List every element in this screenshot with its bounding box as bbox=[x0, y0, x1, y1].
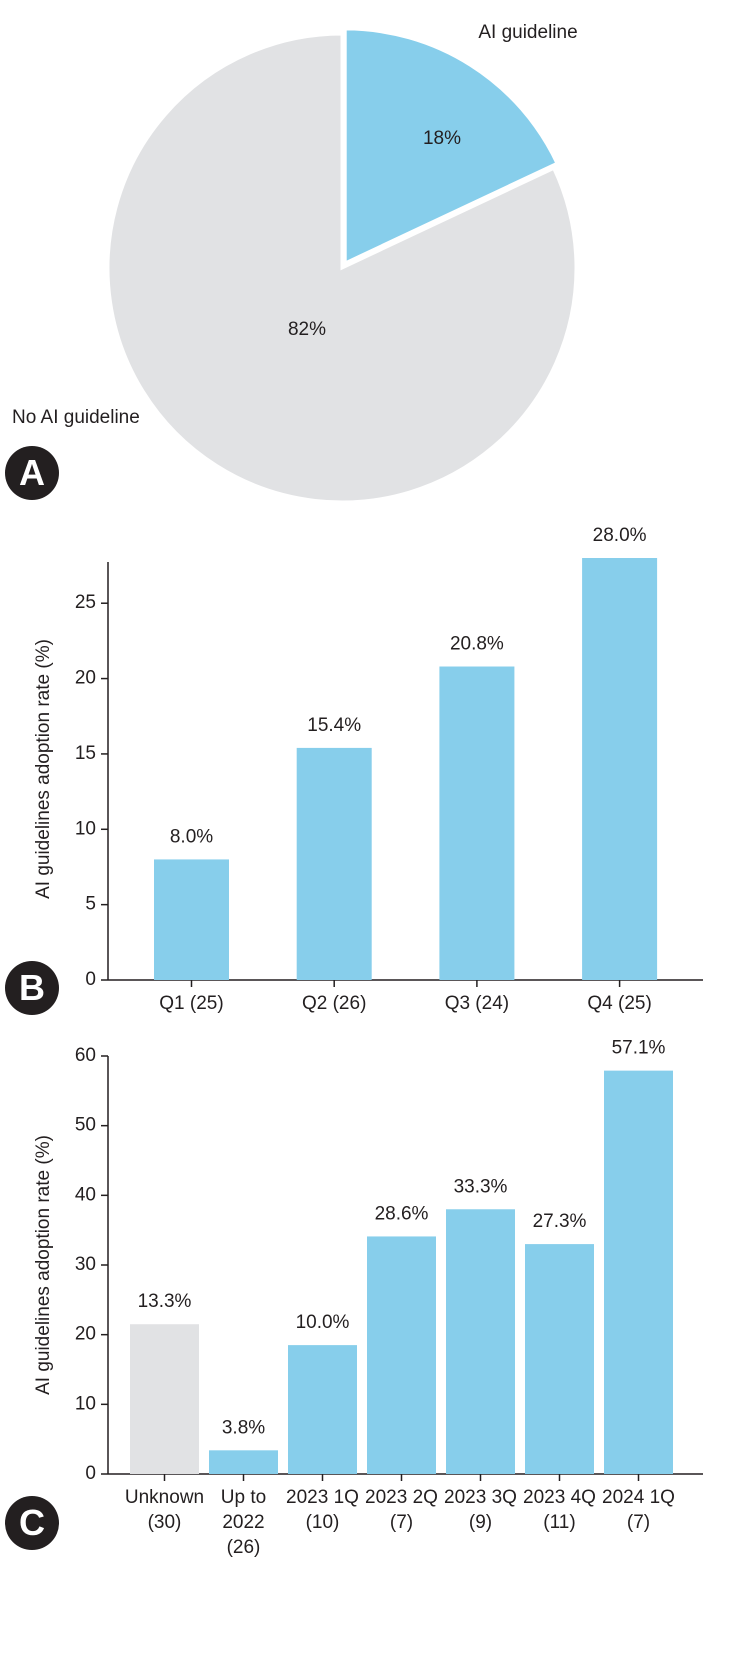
bar-data-label-2: 15.4% bbox=[307, 715, 361, 736]
bar-data-label-1: 13.3% bbox=[138, 1291, 192, 1312]
bar-2 bbox=[209, 1450, 278, 1474]
pie-value-label-1: 18% bbox=[423, 128, 461, 149]
y-tick-label-1: 10 bbox=[75, 1393, 96, 1414]
pie-slice-1 bbox=[343, 27, 559, 266]
pie-slice-2 bbox=[106, 32, 578, 504]
y-tick-label-1: 5 bbox=[85, 894, 96, 915]
pie-slice-label-1: AI guideline bbox=[478, 22, 577, 43]
pie-chart: 18% AI guideline 82% No AI guideline bbox=[12, 22, 578, 504]
bar-chart-quarterly: 0 5 10 15 20 25 AI guidelines adoption rate (%… bbox=[33, 525, 703, 1014]
y-tick-label-2: 20 bbox=[75, 1324, 96, 1345]
x-tick-label-1-1: 2022 bbox=[222, 1512, 264, 1533]
x-tick-label-3-1: (7) bbox=[390, 1512, 413, 1533]
x-tick-label-0-1: (30) bbox=[148, 1512, 182, 1533]
x-tick-label-4-1: (9) bbox=[469, 1512, 492, 1533]
x-tick-label-6-0: 2024 1Q bbox=[602, 1487, 675, 1508]
x-tick-label-3-0: 2023 2Q bbox=[365, 1487, 438, 1508]
bar-data-label-4: 28.0% bbox=[593, 525, 647, 546]
pie-slice-label-2: No AI guideline bbox=[12, 407, 140, 428]
y-tick-label-0: 0 bbox=[85, 1463, 96, 1484]
panel-a: 18% AI guideline 82% No AI guideline A bbox=[0, 0, 755, 510]
y-tick-label-2: 10 bbox=[75, 818, 96, 839]
bar-data-label-1: 8.0% bbox=[170, 826, 213, 847]
x-tick-label-6-1: (7) bbox=[627, 1512, 650, 1533]
bar-data-label-3: 10.0% bbox=[296, 1312, 350, 1333]
bar-4 bbox=[367, 1236, 436, 1474]
y-tick-label-5: 50 bbox=[75, 1115, 96, 1136]
x-tick-label-2-1: (10) bbox=[306, 1512, 340, 1533]
bar-4 bbox=[582, 558, 658, 980]
x-tick-label-1-0: Up to bbox=[221, 1487, 266, 1508]
bar-1 bbox=[154, 859, 229, 980]
y-tick-label-4: 40 bbox=[75, 1184, 96, 1205]
x-tick-label-1-0: Q2 (26) bbox=[302, 993, 366, 1014]
x-tick-label-1-2: (26) bbox=[227, 1537, 261, 1558]
bar-data-label-3: 20.8% bbox=[450, 634, 504, 655]
panel-label-a: A bbox=[5, 446, 59, 500]
panel-label-b: B bbox=[5, 961, 59, 1015]
bar-1 bbox=[130, 1324, 199, 1474]
x-tick-label-0-0: Unknown bbox=[125, 1487, 204, 1508]
bar-data-label-5: 33.3% bbox=[454, 1176, 508, 1197]
y-tick-label-5: 25 bbox=[75, 592, 96, 613]
x-tick-label-0-0: Q1 (25) bbox=[159, 993, 223, 1014]
x-tick-label-3-0: Q4 (25) bbox=[587, 993, 651, 1014]
bar-data-label-2: 3.8% bbox=[222, 1417, 265, 1438]
bar-data-label-7: 57.1% bbox=[612, 1038, 666, 1059]
pie-value-label-2: 82% bbox=[288, 319, 326, 340]
panel-label-c: C bbox=[5, 1496, 59, 1550]
bar-7 bbox=[604, 1070, 673, 1474]
bar-2 bbox=[296, 747, 372, 980]
panel-c: 0 10 20 30 40 50 60 AI guidelines adoption rate… bbox=[0, 1030, 755, 1664]
x-tick-label-2-0: 2023 1Q bbox=[286, 1487, 359, 1508]
x-tick-label-5-1: (11) bbox=[543, 1512, 575, 1533]
bar-3 bbox=[439, 666, 515, 980]
bar-6 bbox=[525, 1244, 594, 1474]
x-tick-label-5-0: 2023 4Q bbox=[523, 1487, 596, 1508]
y-tick-label-0: 0 bbox=[85, 969, 96, 990]
bar-data-label-4: 28.6% bbox=[375, 1203, 429, 1224]
bar-3 bbox=[288, 1345, 357, 1474]
y-axis-label: AI guidelines adoption rate (%) bbox=[33, 639, 54, 899]
x-tick-label-2-0: Q3 (24) bbox=[445, 993, 509, 1014]
y-tick-label-3: 30 bbox=[75, 1254, 96, 1275]
bar-chart-period: 0 10 20 30 40 50 60 AI guidelines adoption rate… bbox=[33, 1038, 703, 1558]
y-tick-label-6: 60 bbox=[75, 1045, 96, 1066]
panel-b: 0 5 10 15 20 25 AI guidelines adoption rate (%… bbox=[0, 510, 755, 1030]
bar-5 bbox=[446, 1209, 515, 1474]
x-tick-label-4-0: 2023 3Q bbox=[444, 1487, 517, 1508]
y-axis-label: AI guidelines adoption rate (%) bbox=[33, 1135, 54, 1395]
bar-data-label-6: 27.3% bbox=[533, 1211, 587, 1232]
y-tick-label-3: 15 bbox=[75, 743, 96, 764]
y-tick-label-4: 20 bbox=[75, 668, 96, 689]
